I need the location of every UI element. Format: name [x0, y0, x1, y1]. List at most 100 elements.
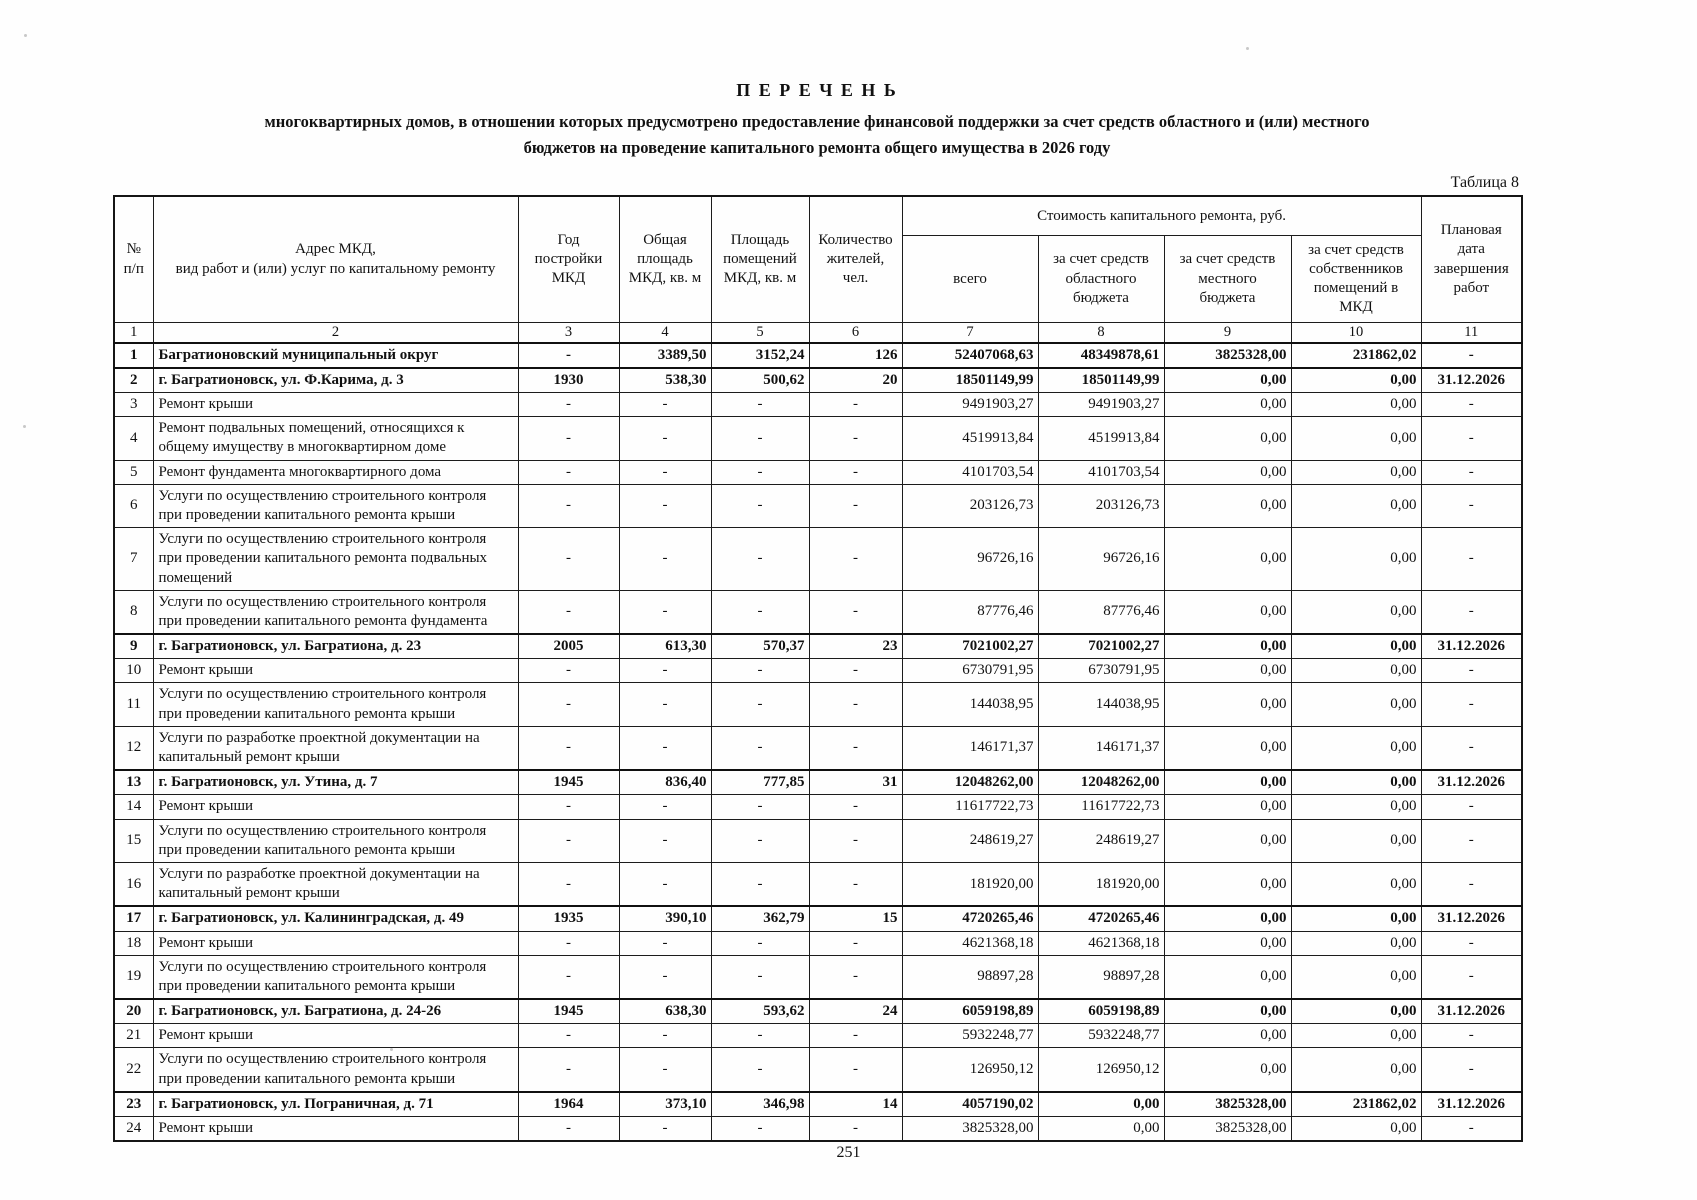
value-cell: - — [710, 589, 810, 635]
value-cell: 0,00 — [1163, 861, 1292, 907]
value-cell: 12048262,00 — [1037, 769, 1165, 796]
value-cell: 0,00 — [1163, 1047, 1292, 1093]
value-cell: - — [1420, 589, 1523, 635]
value-cell: 248619,27 — [901, 818, 1039, 863]
value-cell: 0,00 — [1163, 392, 1292, 418]
value-cell: 373,10 — [618, 1091, 712, 1118]
value-cell: - — [808, 1047, 903, 1093]
value-cell: 836,40 — [618, 769, 712, 796]
value-cell: 20 — [808, 367, 903, 394]
document-subtitle: многоквартирных домов, в отношении котор… — [264, 112, 1370, 157]
value-cell: 0,00 — [1290, 658, 1422, 684]
value-cell: - — [517, 1047, 620, 1093]
value-cell: 146171,37 — [901, 725, 1039, 771]
header-num: № п/п — [113, 195, 154, 324]
table-row: 5 Ремонт фундамента многоквартирного дома… — [113, 459, 1523, 485]
value-cell: - — [517, 527, 620, 591]
value-cell: 248619,27 — [1037, 818, 1165, 863]
value-cell: - — [710, 459, 810, 485]
value-cell: 6059198,89 — [1037, 998, 1165, 1025]
address-cell: Услуги по осуществлению строительного ко… — [152, 954, 519, 1000]
address-cell: Услуги по осуществлению строительного ко… — [152, 1047, 519, 1093]
value-cell: 203126,73 — [901, 483, 1039, 529]
value-cell: - — [710, 416, 810, 461]
value-cell: 1935 — [517, 905, 620, 932]
value-cell: 777,85 — [710, 769, 810, 796]
table-row: 19 Услуги по осуществлению строительного … — [113, 954, 1523, 1000]
value-cell: 1930 — [517, 367, 620, 394]
value-cell: 593,62 — [710, 998, 810, 1025]
value-cell: - — [618, 658, 712, 684]
value-cell: 203126,73 — [1037, 483, 1165, 529]
value-cell: 0,00 — [1037, 1116, 1165, 1142]
header-cost-total: всего — [901, 235, 1039, 324]
value-cell: 4101703,54 — [901, 459, 1039, 485]
value-cell: - — [808, 527, 903, 591]
value-cell: 0,00 — [1290, 416, 1422, 461]
value-cell: 31.12.2026 — [1420, 905, 1523, 932]
value-cell: 31.12.2026 — [1420, 633, 1523, 660]
table-row: 24 Ремонт крыши - - - -3825328,00 0,00 3825328,… — [113, 1116, 1523, 1142]
value-cell: 0,00 — [1290, 1116, 1422, 1142]
value-cell: - — [517, 459, 620, 485]
value-cell: - — [618, 818, 712, 863]
value-cell: 0,00 — [1163, 633, 1292, 660]
value-cell: - — [517, 416, 620, 461]
value-cell: - — [618, 392, 712, 418]
value-cell: - — [618, 589, 712, 635]
table-row: 21 Ремонт крыши - - - -5932248,77 5932248,77 0,… — [113, 1023, 1523, 1049]
value-cell: - — [618, 861, 712, 907]
address-cell: Ремонт крыши — [152, 1023, 519, 1049]
value-cell: - — [517, 954, 620, 1000]
value-cell: 9491903,27 — [1037, 392, 1165, 418]
address-cell: Ремонт крыши — [152, 1116, 519, 1142]
table-row: 16 Услуги по разработке проектной докумен… — [113, 861, 1523, 907]
value-cell: 0,00 — [1163, 769, 1292, 796]
document-title: П Е Р Е Ч Е Н Ь — [736, 80, 898, 100]
value-cell: - — [808, 459, 903, 485]
header-area-total: Общая площадь МКД, кв. м — [618, 195, 712, 324]
value-cell: 638,30 — [618, 998, 712, 1025]
value-cell: 0,00 — [1290, 818, 1422, 863]
value-cell: 3825328,00 — [1163, 1116, 1292, 1142]
header-cost-local: за счет средств местного бюджета — [1163, 235, 1292, 324]
value-cell: - — [1420, 483, 1523, 529]
table-header: № п/п Адрес МКД, вид работ и (или) услуг… — [113, 195, 1523, 344]
value-cell: - — [1420, 1047, 1523, 1093]
value-cell: 0,00 — [1290, 905, 1422, 932]
value-cell: 231862,02 — [1290, 342, 1422, 369]
value-cell: - — [618, 416, 712, 461]
value-cell: 3389,50 — [618, 342, 712, 369]
value-cell: 0,00 — [1290, 589, 1422, 635]
header-year: Год постройки МКД — [517, 195, 620, 324]
row-number: 12 — [113, 725, 154, 771]
value-cell: 4621368,18 — [901, 930, 1039, 956]
value-cell: - — [1420, 658, 1523, 684]
value-cell: - — [618, 1116, 712, 1142]
scan-speck — [24, 34, 27, 37]
value-cell: - — [1420, 682, 1523, 727]
address-cell: Ремонт крыши — [152, 392, 519, 418]
header-residents: Количество жителей, чел. — [808, 195, 903, 324]
table-row: 4 Ремонт подвальных помещений, относящихс… — [113, 416, 1523, 461]
header-cost-region: за счет средств областного бюджета — [1037, 235, 1165, 324]
value-cell: - — [808, 658, 903, 684]
value-cell: 362,79 — [710, 905, 810, 932]
table-row: 13 г. Багратионовск, ул. Утина, д. 7 1945 8… — [113, 769, 1523, 796]
address-cell: Услуги по осуществлению строительного ко… — [152, 483, 519, 529]
value-cell: - — [710, 658, 810, 684]
value-cell: - — [517, 1116, 620, 1142]
value-cell: - — [710, 1116, 810, 1142]
column-number: 9 — [1163, 322, 1292, 344]
value-cell: - — [808, 861, 903, 907]
value-cell: - — [1420, 416, 1523, 461]
value-cell: 96726,16 — [901, 527, 1039, 591]
column-number: 2 — [152, 322, 519, 344]
address-cell: г. Багратионовск, ул. Багратиона, д. 23 — [152, 633, 519, 660]
value-cell: 87776,46 — [901, 589, 1039, 635]
table-row: 18 Ремонт крыши - - - -4621368,18 4621368,18 0,… — [113, 930, 1523, 956]
value-cell: - — [618, 954, 712, 1000]
value-cell: 500,62 — [710, 367, 810, 394]
value-cell: 3825328,00 — [901, 1116, 1039, 1142]
value-cell: 6730791,95 — [901, 658, 1039, 684]
